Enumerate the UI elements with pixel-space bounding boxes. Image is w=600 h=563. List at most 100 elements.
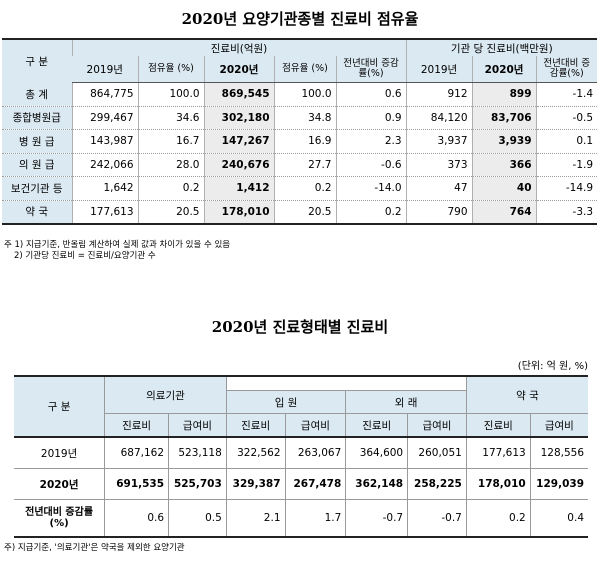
t2-cell: 263,067 — [284, 436, 347, 469]
t1-cell: 0.9 — [335, 106, 407, 130]
t2-cell: 178,010 — [465, 468, 531, 500]
t1-cell: 0.2 — [137, 176, 204, 201]
t1-cell: 143,987 — [71, 129, 138, 154]
t1-row-label: 의 원 급 — [2, 153, 72, 177]
t2-cell: -0.7 — [345, 499, 409, 538]
t1-cell: 299,467 — [71, 106, 138, 130]
t1-cell: 0.1 — [535, 129, 598, 154]
t1-cell: 2.3 — [335, 129, 407, 154]
t1-cell: 764 — [471, 200, 537, 225]
t2-cell: 177,613 — [465, 436, 531, 469]
t2-row-label: 전년대비 증감률(%) — [14, 499, 106, 538]
t1-cell: 242,066 — [71, 153, 138, 177]
t2-cell: 267,478 — [284, 468, 347, 500]
t2-row-label: 2019년 — [14, 436, 106, 469]
t2-group-outpatient: 외 래 — [345, 390, 467, 414]
t1-row-label: 병 원 급 — [2, 129, 72, 154]
t2-cell: 523,118 — [168, 436, 227, 469]
t1-cell: 178,010 — [203, 200, 274, 225]
t1-cell: -0.6 — [335, 153, 407, 177]
t2-row: 2019년 687,162 523,118 322,562 263,067 364,600… — [14, 436, 588, 469]
t2-cell: 687,162 — [104, 436, 170, 469]
t1-row-label: 종합병원급 — [2, 106, 72, 130]
t1-cell: 790 — [405, 200, 473, 225]
t2-header: 급여비 — [529, 413, 588, 438]
t1-cell: 47 — [405, 176, 473, 201]
t1-cell: -0.5 — [535, 106, 598, 130]
table2-title: 2020년 진료형태별 진료비 — [211, 318, 389, 336]
t1-header: 2019년 — [72, 56, 138, 83]
t1-cell: 34.6 — [137, 106, 204, 130]
t1-header: 전년대비 증감률(%) — [535, 56, 598, 83]
t2-cell: 258,225 — [407, 468, 467, 500]
t1-cell: 28.0 — [137, 153, 204, 177]
t2-cell: 0.5 — [168, 499, 227, 538]
unit-label: (단위: 억 원, %) — [517, 361, 588, 372]
t2-header: 급여비 — [407, 413, 467, 438]
t1-cell: 3,937 — [405, 129, 473, 154]
t2-header: 진료비 — [345, 413, 409, 438]
t1-cell: 366 — [471, 153, 537, 177]
t1-cell: 899 — [471, 82, 537, 107]
t1-header: 점유율 (%) — [137, 56, 204, 83]
t1-cell: 34.8 — [273, 106, 336, 130]
t1-cell: 240,676 — [203, 153, 274, 177]
t2-cell: 1.7 — [284, 499, 347, 538]
t1-cell: 83,706 — [471, 106, 537, 130]
t1-note-2: 2) 기관당 진료비 = 진료비/요양기관 수 — [14, 251, 156, 261]
t1-row: 총 계 864,775 100.0 869,545 100.0 0.6 912 899 -1.4 — [2, 82, 598, 107]
t1-cell: 27.7 — [273, 153, 336, 177]
t1-col-group-header: 구 분 — [2, 38, 72, 83]
t2-cell: 364,600 — [345, 436, 409, 469]
t2-cell: 329,387 — [225, 468, 286, 500]
table1-title: 2020년 요양기관종별 진료비 점유율 — [181, 10, 419, 28]
t1-cell: 0.6 — [335, 82, 407, 107]
t2-cell: 129,039 — [529, 468, 588, 500]
t2-cell: 0.4 — [529, 499, 588, 538]
t2-cell: 691,535 — [104, 468, 170, 500]
t2-header: 진료비 — [465, 413, 531, 438]
t2-note: 주) 지급기준, '의료기관'은 약국을 제외한 요양기관 — [4, 543, 185, 553]
t2-row: 2020년 691,535 525,703 329,387 267,478 362,148… — [14, 468, 588, 500]
t2-cell: 322,562 — [225, 436, 286, 469]
t1-header: 2020년 — [203, 56, 274, 83]
t1-header: 전년대비 증감률(%) — [335, 56, 407, 83]
t1-cell: 869,545 — [203, 82, 274, 107]
t2-header: 급여비 — [284, 413, 347, 438]
t2-group-pharmacy: 약 국 — [465, 375, 588, 414]
t1-cell: 0.2 — [335, 200, 407, 225]
t1-row-label: 보건기관 등 — [2, 176, 72, 201]
t1-header: 점유율 (%) — [273, 56, 336, 83]
t2-cell: 362,148 — [345, 468, 409, 500]
t1-header: 2020년 — [471, 56, 537, 83]
t2-cell: 2.1 — [225, 499, 286, 538]
t1-cell: 864,775 — [71, 82, 138, 107]
t1-cell: 302,180 — [203, 106, 274, 130]
t1-cell: -1.4 — [535, 82, 598, 107]
t1-cell: 40 — [471, 176, 537, 201]
t2-cell: 128,556 — [529, 436, 588, 469]
t1-row: 의 원 급 242,066 28.0 240,676 27.7 -0.6 373 366 -1.… — [2, 153, 598, 177]
t1-cell: -3.3 — [535, 200, 598, 225]
t2-col-group-header: 구 분 — [14, 375, 106, 438]
t2-header: 급여비 — [168, 413, 227, 438]
t1-cell: 147,267 — [203, 129, 274, 154]
t1-row: 병 원 급 143,987 16.7 147,267 16.9 2.3 3,937 3,939… — [2, 129, 598, 154]
t2-row: 전년대비 증감률(%) 0.6 0.5 2.1 1.7 -0.7 -0.7 0.2 0.4 — [14, 499, 588, 538]
t1-cell: -14.9 — [535, 176, 598, 201]
t1-row: 종합병원급 299,467 34.6 302,180 34.8 0.9 84,120 83,7… — [2, 106, 598, 130]
t1-cell: 912 — [405, 82, 473, 107]
t1-group-cost: 진료비(억원) — [71, 38, 407, 56]
t1-cell: -1.9 — [535, 153, 598, 177]
t2-group-inpatient: 입 원 — [226, 390, 347, 414]
t2-group-medical: 의료기관 — [104, 375, 227, 414]
t1-cell: 20.5 — [137, 200, 204, 225]
share-by-institution-table: 구 분 진료비(억원) 기관 당 진료비(백만원) 2019년 점유율 (%) … — [2, 38, 598, 225]
t2-row-label: 2020년 — [14, 468, 106, 500]
t1-cell: 100.0 — [137, 82, 204, 107]
t2-cell: 260,051 — [407, 436, 467, 469]
t1-cell: 3,939 — [471, 129, 537, 154]
t1-cell: 0.2 — [273, 176, 336, 201]
t1-row: 약 국 177,613 20.5 178,010 20.5 0.2 790 764 -3.3 — [2, 200, 598, 225]
t1-cell: 20.5 — [273, 200, 336, 225]
